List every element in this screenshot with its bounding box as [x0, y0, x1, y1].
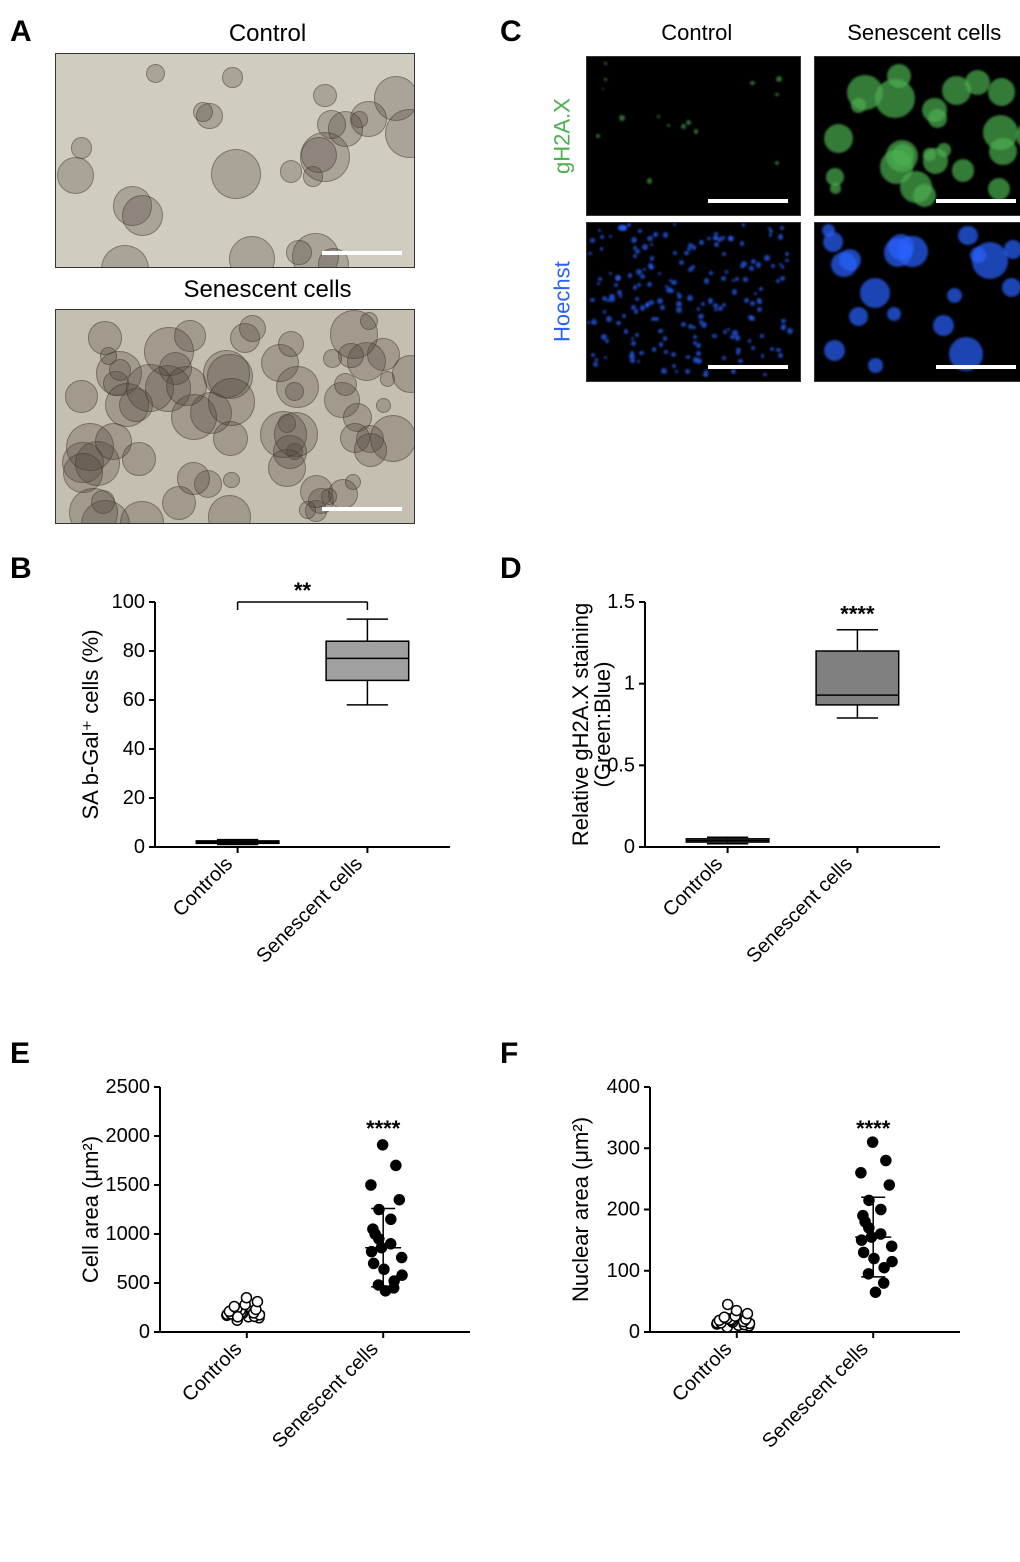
- svg-text:200: 200: [607, 1199, 640, 1221]
- panel-c-label: C: [500, 15, 522, 49]
- chart-f: 0 100 200 300 400 Nuclear area (μm²) Controls S…: [570, 1062, 970, 1502]
- svg-text:Senescent cells: Senescent cells: [252, 853, 367, 968]
- fluor-row-gh2ax: gH2A.X: [545, 56, 580, 216]
- svg-text:Senescent cells: Senescent cells: [758, 1338, 873, 1453]
- svg-text:1500: 1500: [106, 1174, 151, 1196]
- chart-f-container: 0 100 200 300 400 Nuclear area (μm²) Controls S…: [510, 1042, 1020, 1502]
- scalebar: [322, 251, 402, 255]
- svg-text:Senescent cells: Senescent cells: [268, 1338, 383, 1453]
- svg-text:400: 400: [607, 1076, 640, 1098]
- svg-text:Controls: Controls: [659, 853, 727, 921]
- svg-text:Controls: Controls: [169, 853, 237, 921]
- svg-text:****: ****: [856, 1116, 891, 1141]
- micro-image-senescent: [55, 309, 415, 524]
- svg-text:(Green:Blue): (Green:Blue): [590, 662, 615, 788]
- fluor-col-control: Control: [586, 20, 808, 50]
- panel-a-images: Control Senescent cells: [55, 20, 480, 524]
- chart-e: 0 500 1000 1500 2000 2500 Cell area (μm²) Contr…: [80, 1062, 480, 1502]
- svg-text:Controls: Controls: [178, 1338, 246, 1406]
- svg-text:100: 100: [607, 1260, 640, 1282]
- chart-d-container: 00.511.5Relative gH2A.X staining(Green:B…: [510, 557, 1020, 1017]
- svg-text:0: 0: [629, 1321, 640, 1343]
- fluor-image-senescent-gh2ax: [814, 56, 1020, 216]
- svg-text:1000: 1000: [106, 1223, 151, 1245]
- chart-b-container: 0 20 40 60 80 100 SA b-Gal⁺ cells (%) ControlsS…: [20, 557, 480, 1017]
- svg-text:0: 0: [139, 1321, 150, 1343]
- svg-text:Cell area (μm²): Cell area (μm²): [80, 1136, 103, 1283]
- chart-d: 00.511.5Relative gH2A.X staining(Green:B…: [570, 577, 950, 1017]
- svg-text:60: 60: [123, 689, 145, 711]
- panel-a-label: A: [10, 15, 32, 49]
- svg-text:****: ****: [366, 1116, 401, 1141]
- fluor-col-senescent: Senescent cells: [814, 20, 1020, 50]
- scalebar: [936, 365, 1016, 369]
- scalebar: [322, 507, 402, 511]
- svg-text:2500: 2500: [106, 1076, 151, 1098]
- svg-text:0: 0: [624, 836, 635, 858]
- chart-b: 0 20 40 60 80 100 SA b-Gal⁺ cells (%) ControlsS…: [80, 577, 460, 1017]
- svg-text:0: 0: [134, 836, 145, 858]
- svg-text:SA b-Gal⁺ cells (%): SA b-Gal⁺ cells (%): [80, 629, 103, 819]
- panel-e: E 05001000150020002500Cell area (μm²)Con…: [20, 1042, 480, 1502]
- fluor-image-control-gh2ax: [586, 56, 801, 216]
- fluor-image-control-hoechst: [586, 222, 801, 382]
- svg-text:80: 80: [123, 640, 145, 662]
- svg-text:300: 300: [607, 1137, 640, 1159]
- svg-text:1.5: 1.5: [607, 591, 635, 613]
- svg-text:**: **: [294, 578, 312, 603]
- panel-c: C Control Senescent cells gH2A.X Hoechst: [510, 20, 1020, 532]
- figure-grid: A Control Senescent cells C Control Sene…: [20, 20, 1000, 1502]
- fluor-row-hoechst: Hoechst: [545, 222, 580, 382]
- micro-title-control: Control: [55, 20, 480, 48]
- panel-f: F 0100200300400Nuclear area (μm²)Control…: [510, 1042, 1020, 1502]
- svg-text:Controls: Controls: [668, 1338, 736, 1406]
- svg-text:1: 1: [624, 673, 635, 695]
- scalebar: [936, 199, 1016, 203]
- svg-text:100: 100: [112, 591, 145, 613]
- svg-text:2000: 2000: [106, 1125, 151, 1147]
- fluorescence-grid: Control Senescent cells gH2A.X Hoechst: [545, 20, 1020, 382]
- scalebar: [708, 365, 788, 369]
- svg-text:Nuclear area (μm²): Nuclear area (μm²): [570, 1117, 593, 1302]
- micro-image-control: [55, 53, 415, 268]
- panel-a: A Control Senescent cells: [20, 20, 480, 532]
- svg-text:500: 500: [117, 1272, 150, 1294]
- panel-b: B 020406080100SA b-Gal⁺ cells (%)Control…: [20, 557, 480, 1017]
- fluor-image-senescent-hoechst: [814, 222, 1020, 382]
- svg-text:20: 20: [123, 787, 145, 809]
- svg-text:Senescent cells: Senescent cells: [742, 853, 857, 968]
- svg-text:****: ****: [840, 602, 875, 627]
- micro-title-senescent: Senescent cells: [55, 276, 480, 304]
- scalebar: [708, 199, 788, 203]
- svg-text:40: 40: [123, 738, 145, 760]
- chart-e-container: 0 500 1000 1500 2000 2500 Cell area (μm²) Contr…: [20, 1042, 480, 1502]
- panel-d: D 00.511.5Relative gH2A.X staining(Green…: [510, 557, 1020, 1017]
